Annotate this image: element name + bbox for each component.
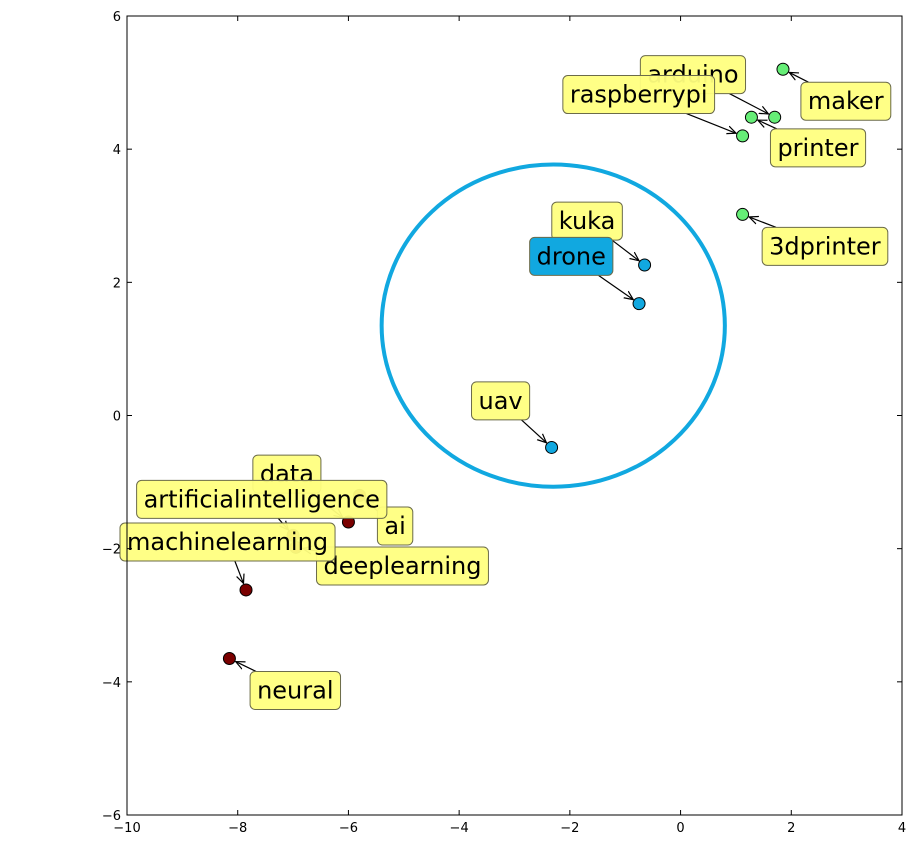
annotation-kuka: kuka [551, 201, 623, 241]
x-tick-label: 2 [787, 821, 795, 836]
annotation-label: ai [384, 512, 405, 540]
points-layer [222, 62, 790, 666]
annotation-label: raspberrypi [570, 81, 708, 109]
annotation-arrow-uav [520, 419, 546, 443]
annotation-3dprinter: 3dprinter [761, 226, 889, 266]
annotation-arrow-machinelearning [234, 560, 244, 583]
x-tick-label: 0 [676, 821, 684, 836]
annotation-arrow-3dprinter [749, 217, 777, 228]
annotation-label: machinelearning [127, 528, 328, 556]
x-tick-label: 4 [898, 821, 906, 836]
annotation-arrow-printer [758, 120, 777, 130]
annotation-arrow-neural [236, 662, 257, 673]
annotation-raspberrypi: raspberrypi [562, 75, 716, 115]
annotation-box [249, 670, 342, 710]
annotation-box [800, 81, 892, 121]
annotation-deeplearning: deeplearning [316, 546, 489, 586]
annotation-label: deeplearning [324, 552, 482, 580]
annotation-box [769, 128, 867, 168]
annotation-neural: neural [249, 670, 342, 710]
annotation-label: printer [777, 134, 858, 162]
annotation-box [562, 75, 716, 115]
y-tick-label: −4 [102, 676, 121, 691]
y-tick-label: 6 [113, 10, 121, 25]
annotation-label: kuka [559, 207, 616, 235]
y-tick-label: 2 [113, 276, 121, 291]
point-machinelearning [239, 583, 253, 597]
annotation-arrow-drone [598, 274, 634, 299]
annotation-arrow-raspberrypi [686, 113, 737, 134]
annotation-label: uav [479, 387, 523, 415]
annotation-box [136, 479, 388, 519]
y-tick-label: −6 [102, 809, 121, 824]
x-tick-label: −8 [228, 821, 247, 836]
annotation-artificialintelligence: artificialintelligence [136, 479, 388, 519]
annotation-box [119, 522, 336, 562]
y-tick-label: 4 [113, 143, 121, 158]
axes-layer: −10 −8 −6 −4 −2 0 2 4 −6 −4 −2 0 2 4 6 [102, 10, 906, 836]
labels-layer: makerarduinoprinterraspberrypi3dprinterk… [119, 55, 892, 710]
annotation-box [471, 381, 531, 421]
point-raspberrypi [736, 129, 750, 143]
annotation-drone: drone [529, 236, 614, 276]
annotation-label: neural [257, 676, 333, 704]
x-tick-label: −10 [113, 821, 140, 836]
annotation-machinelearning: machinelearning [119, 522, 336, 562]
point-arduino [768, 110, 782, 124]
y-tick-label: −2 [102, 543, 121, 558]
annotation-box [316, 546, 489, 586]
x-tick-label: −2 [560, 821, 579, 836]
point-drone [632, 297, 646, 311]
x-tick-label: −4 [450, 821, 469, 836]
annotation-label: 3dprinter [769, 232, 881, 260]
y-tick-label: 0 [113, 410, 121, 425]
point-kuka [638, 258, 652, 272]
x-tick-label: −6 [339, 821, 358, 836]
annotation-label: drone [537, 242, 606, 270]
point-neural [222, 652, 236, 666]
annotation-maker: maker [800, 81, 892, 121]
annotation-printer: printer [769, 128, 867, 168]
annotation-label: maker [808, 87, 884, 115]
annotation-arrow-arduino [729, 93, 768, 114]
point-maker [776, 62, 790, 76]
annotation-uav: uav [471, 381, 531, 421]
annotation-arrow-kuka [611, 239, 639, 261]
point-3dprinter [736, 207, 750, 221]
annotation-box [761, 226, 889, 266]
annotation-box [529, 236, 614, 276]
highlight-circle [379, 162, 727, 489]
annotation-label: artificialintelligence [144, 485, 380, 513]
annotation-arrow-maker [789, 72, 809, 83]
point-uav [545, 440, 559, 454]
point-printer [744, 110, 758, 124]
